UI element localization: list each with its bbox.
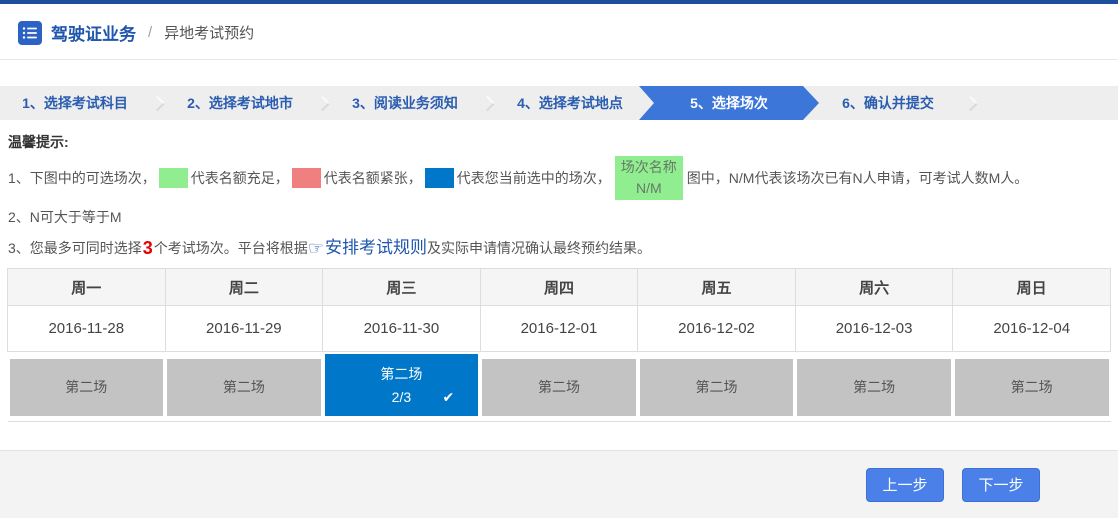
step-3-read-notice[interactable]: 3、阅读业务须知 [352, 95, 458, 111]
breadcrumb: 驾驶证业务 / 异地考试预约 [0, 4, 1118, 59]
steps-filler [978, 86, 1118, 120]
session-row: 第二场 第二场 第二场 2/3 ✔ 第二场 第二场 [7, 351, 1111, 422]
badge-session-name: 场次名称 [620, 159, 677, 175]
session-cell-wed-selected[interactable]: 第二场 2/3 ✔ [322, 351, 481, 422]
step-5-select-session-active[interactable]: 5、选择场次 [639, 86, 819, 120]
chevron-right-icon [962, 95, 979, 111]
tip1-available-label: 代表名额充足， [190, 170, 289, 186]
footer-action-bar: 上一步 下一步 [0, 450, 1118, 518]
weekday-header: 周日 [952, 268, 1111, 306]
exam-rules-link[interactable]: ☞ 安排考试规则 [308, 236, 427, 260]
session-schedule-table: 周一 周二 周三 周四 周五 周六 周日 2016-11-28 2016-11-… [7, 268, 1111, 422]
tip-line-2: 2、N可大于等于M [8, 209, 122, 225]
legend-tight-swatch [291, 168, 321, 188]
exam-rules-link-label: 安排考试规则 [324, 238, 427, 257]
breadcrumb-separator: / [148, 24, 153, 41]
session-option[interactable]: 第二场 [797, 358, 951, 416]
session-cell-sat[interactable]: 第二场 [795, 351, 953, 422]
date-row: 2016-11-28 2016-11-29 2016-11-30 2016-12… [7, 305, 1111, 352]
session-cell-mon[interactable]: 第二场 [7, 351, 166, 422]
weekday-header: 周五 [637, 268, 796, 306]
step-2-select-city[interactable]: 2、选择考试地市 [187, 95, 293, 111]
chevron-right-icon [149, 95, 166, 111]
session-cell-fri[interactable]: 第二场 [637, 351, 796, 422]
previous-step-button[interactable]: 上一步 [866, 467, 944, 502]
tip-line-3: 3、您最多可同时选择 3 个考试场次。平台将根据 ☞ 安排考试规则 及实际申请情… [8, 236, 1110, 260]
legend-selected-swatch [424, 168, 454, 188]
breadcrumb-current: 异地考试预约 [164, 25, 255, 42]
session-option[interactable]: 第二场 [482, 358, 636, 416]
wizard-steps: 1、选择考试科目 2、选择考试地市 3、阅读业务须知 4、选择考试地点 5、选择… [0, 86, 1118, 120]
session-option[interactable]: 第二场 [9, 358, 164, 416]
session-option[interactable]: 第二场 [954, 358, 1109, 416]
tip3-middle: 个考试场次。平台将根据 [153, 240, 308, 256]
tip3-prefix: 3、您最多可同时选择 [8, 240, 142, 256]
tip1-suffix: 图中，N/M代表该场次已有N人申请，可考试人数M人。 [686, 170, 1029, 186]
check-icon: ✔ [442, 389, 455, 405]
weekday-header: 周四 [479, 268, 639, 306]
date-cell: 2016-12-04 [952, 305, 1111, 352]
session-name-sample-badge: 场次名称 N/M [614, 156, 683, 200]
header-divider [0, 59, 1118, 60]
weekday-header: 周六 [794, 268, 954, 306]
date-cell: 2016-12-03 [794, 305, 954, 352]
tips-title: 温馨提示: [8, 134, 69, 150]
legend-available-swatch [158, 168, 188, 188]
tip-line-1: 1、下图中的可选场次， 代表名额充足， 代表名额紧张， 代表您当前选中的场次， … [8, 154, 1110, 202]
tip3-suffix: 及实际申请情况确认最终预约结果。 [426, 240, 651, 256]
tips-section: 温馨提示: 1、下图中的可选场次， 代表名额充足， 代表名额紧张， 代表您当前选… [0, 120, 1118, 260]
selected-session-ratio: 2/3 [391, 389, 412, 405]
list-icon [18, 20, 42, 45]
date-cell: 2016-11-28 [7, 305, 166, 352]
session-cell-thu[interactable]: 第二场 [480, 351, 638, 422]
next-step-button[interactable]: 下一步 [962, 467, 1040, 502]
step-6-confirm-submit[interactable]: 6、确认并提交 [842, 95, 934, 111]
date-cell: 2016-12-02 [637, 305, 796, 352]
weekday-header: 周二 [164, 268, 324, 306]
weekday-header: 周一 [7, 268, 166, 306]
breadcrumb-section[interactable]: 驾驶证业务 [51, 25, 136, 44]
tip1-prefix: 1、下图中的可选场次， [8, 170, 156, 186]
date-cell: 2016-12-01 [479, 305, 639, 352]
top-accent-bar [0, 0, 1118, 4]
weekday-header: 周三 [322, 268, 481, 306]
session-cell-tue[interactable]: 第二场 [165, 351, 323, 422]
chevron-right-icon [314, 95, 331, 111]
selected-session-name: 第二场 [380, 366, 423, 382]
date-cell: 2016-11-29 [164, 305, 324, 352]
weekday-header-row: 周一 周二 周三 周四 周五 周六 周日 [7, 268, 1111, 306]
session-option[interactable]: 第二场 [639, 358, 794, 416]
max-session-count: 3 [142, 238, 153, 258]
badge-ratio: N/M [635, 180, 662, 196]
pointing-hand-icon: ☞ [307, 238, 324, 258]
tip1-selected-label: 代表您当前选中的场次， [456, 170, 611, 186]
session-cell-sun[interactable]: 第二场 [952, 351, 1111, 422]
tip1-tight-label: 代表名额紧张， [323, 170, 422, 186]
step-4-select-site[interactable]: 4、选择考试地点 [517, 95, 623, 111]
step-1-select-subject[interactable]: 1、选择考试科目 [22, 95, 128, 111]
date-cell: 2016-11-30 [322, 305, 481, 352]
session-option[interactable]: 第二场 [167, 358, 321, 416]
session-option-selected[interactable]: 第二场 2/3 ✔ [324, 353, 479, 416]
chevron-right-icon [479, 95, 496, 111]
